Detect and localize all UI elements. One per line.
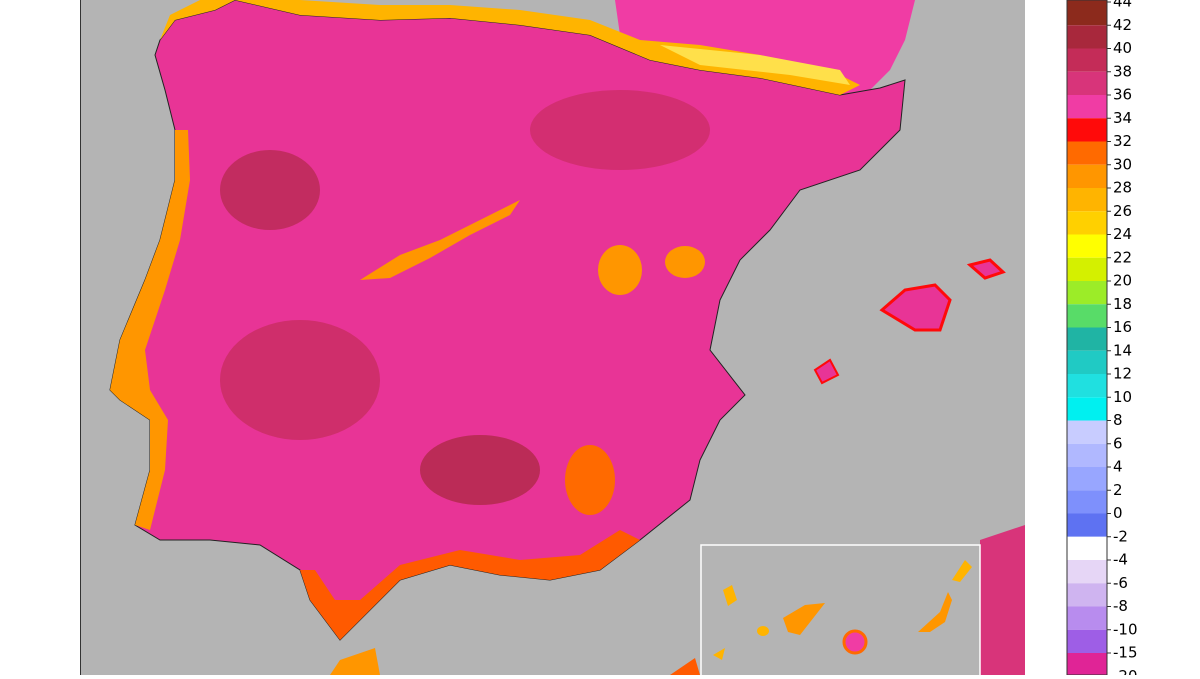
legend-label: 24 [1113, 225, 1132, 243]
africa-region [980, 525, 1025, 675]
legend-label: 12 [1113, 365, 1132, 383]
hot-patch [530, 90, 710, 170]
legend-label: 28 [1113, 179, 1132, 197]
legend-swatch [1067, 304, 1107, 328]
map [80, 0, 1025, 679]
legend-swatch [1067, 536, 1107, 560]
cool-patch [360, 200, 520, 280]
north-coast [160, 0, 860, 95]
island [842, 629, 868, 655]
legend-swatch [1067, 71, 1107, 95]
hot-patch [420, 435, 540, 505]
legend-label: 18 [1113, 295, 1132, 313]
legend-label: 14 [1113, 341, 1132, 359]
legend-swatch [1067, 164, 1107, 188]
legend-label: 20 [1113, 272, 1132, 290]
south-coast [300, 530, 640, 640]
cool-patch [565, 445, 615, 515]
legend-swatch [1067, 141, 1107, 165]
africa-region [330, 648, 380, 675]
legend-label: 2 [1113, 481, 1123, 499]
canary-inset [700, 544, 981, 679]
legend-swatch [1067, 513, 1107, 537]
legend-label: -8 [1113, 597, 1128, 615]
legend-label: 36 [1113, 86, 1132, 104]
legend-swatch [1067, 467, 1107, 491]
legend-label: 4 [1113, 458, 1123, 476]
cool-patch [665, 246, 705, 278]
legend-label: 6 [1113, 434, 1123, 452]
legend-label: 44 [1113, 0, 1132, 11]
africa-region [670, 658, 700, 675]
legend-swatch [1067, 350, 1107, 374]
legend-label: 40 [1113, 39, 1132, 57]
hot-patch [220, 320, 380, 440]
legend-swatch [1067, 443, 1107, 467]
legend-label: -4 [1113, 551, 1128, 569]
legend-label: 30 [1113, 155, 1132, 173]
legend-swatch [1067, 490, 1107, 514]
island [757, 626, 769, 636]
legend-swatch [1067, 48, 1107, 72]
mallorca [879, 283, 952, 332]
legend-label: 38 [1113, 62, 1132, 80]
legend-swatch [1067, 188, 1107, 212]
west-coast [110, 130, 190, 530]
legend: 4442403836343230282624222018161412108642… [1066, 0, 1138, 679]
pyrenees [660, 45, 850, 85]
legend-label: 10 [1113, 388, 1132, 406]
legend-swatch [1067, 25, 1107, 49]
legend-label: -2 [1113, 527, 1128, 545]
legend-swatch [1067, 118, 1107, 142]
legend-swatch [1067, 211, 1107, 235]
legend-swatch [1067, 95, 1107, 119]
legend-swatch [1067, 629, 1107, 653]
legend-label: 8 [1113, 411, 1123, 429]
menorca [966, 258, 1006, 280]
island [918, 592, 952, 632]
legend-label: 22 [1113, 248, 1132, 266]
ibiza [813, 358, 840, 385]
island [713, 648, 725, 660]
island [783, 603, 825, 635]
legend-swatch [1067, 0, 1107, 2]
cool-patch [598, 245, 642, 295]
legend-swatch [1067, 327, 1107, 351]
legend-label: 26 [1113, 202, 1132, 220]
legend-label: 0 [1113, 504, 1123, 522]
legend-label: -10 [1113, 620, 1138, 638]
legend-label: 42 [1113, 16, 1132, 34]
legend-swatch [1067, 420, 1107, 444]
legend-label: 32 [1113, 132, 1132, 150]
legend-swatch [1067, 257, 1107, 281]
legend-swatch [1067, 606, 1107, 630]
legend-label: 34 [1113, 109, 1132, 127]
legend-label: -15 [1113, 644, 1138, 662]
legend-swatch [1067, 583, 1107, 607]
legend-swatch [1067, 653, 1107, 677]
island [952, 560, 972, 582]
legend-label: 16 [1113, 318, 1132, 336]
legend-swatch [1067, 281, 1107, 305]
legend-label: -6 [1113, 574, 1128, 592]
legend-swatch [1067, 374, 1107, 398]
legend-label: -20 [1113, 667, 1138, 675]
legend-swatch [1067, 2, 1107, 26]
legend-swatch [1067, 397, 1107, 421]
legend-swatch [1067, 560, 1107, 584]
legend-swatch [1067, 234, 1107, 258]
island [723, 585, 737, 606]
hot-patch [220, 150, 320, 230]
